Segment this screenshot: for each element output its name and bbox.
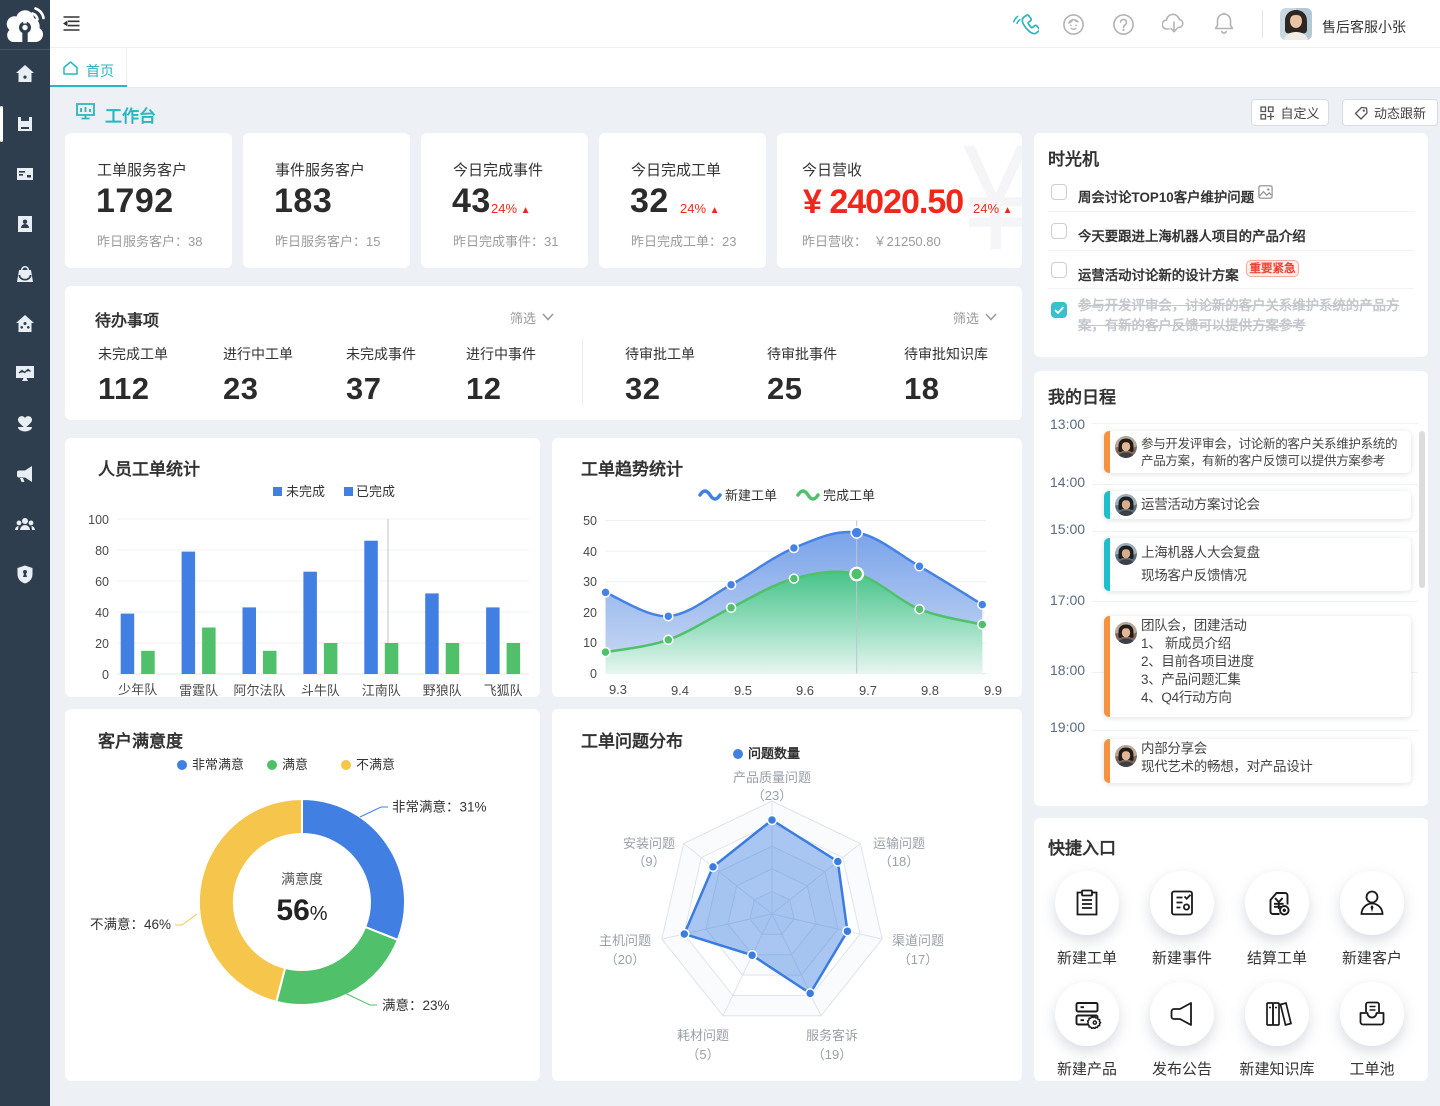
svg-text:问题数量: 问题数量	[748, 746, 800, 761]
svg-text:非常满意：31%: 非常满意：31%	[392, 799, 487, 815]
svg-text:（20）: （20）	[605, 952, 645, 967]
svg-text:满意: 满意	[282, 757, 308, 772]
svg-text:非常满意: 非常满意	[192, 757, 244, 772]
svg-text:（23）: （23）	[752, 788, 792, 803]
svg-text:未完成: 未完成	[286, 484, 325, 499]
svg-text:阿尔法队: 阿尔法队	[233, 683, 285, 697]
svg-text:40: 40	[583, 545, 597, 559]
svg-text:20: 20	[95, 637, 109, 651]
svg-text:满意度: 满意度	[281, 871, 323, 887]
svg-text:江南队: 江南队	[362, 683, 401, 697]
svg-text:80: 80	[95, 544, 109, 558]
svg-text:少年队: 少年队	[118, 682, 157, 697]
svg-text:10: 10	[583, 636, 597, 650]
svg-text:斗牛队: 斗牛队	[301, 683, 340, 697]
svg-text:100: 100	[88, 513, 109, 527]
svg-text:56%: 56%	[276, 894, 327, 927]
svg-text:不满意：46%: 不满意：46%	[90, 916, 171, 932]
svg-text:主机问题: 主机问题	[599, 933, 651, 948]
svg-text:飞狐队: 飞狐队	[484, 683, 523, 697]
svg-text:产品质量问题: 产品质量问题	[733, 770, 811, 785]
svg-text:运输问题: 运输问题	[873, 836, 925, 851]
svg-text:野狼队: 野狼队	[423, 683, 462, 697]
svg-text:9.7: 9.7	[859, 683, 877, 697]
svg-text:渠道问题: 渠道问题	[892, 933, 944, 948]
svg-text:（9）: （9）	[632, 854, 665, 869]
svg-text:安装问题: 安装问题	[623, 836, 675, 851]
svg-text:40: 40	[95, 606, 109, 620]
svg-text:0: 0	[102, 668, 109, 682]
svg-text:9.6: 9.6	[796, 683, 814, 697]
svg-text:50: 50	[583, 514, 597, 528]
svg-text:9.9: 9.9	[984, 683, 1002, 697]
svg-text:30: 30	[583, 575, 597, 589]
svg-text:已完成: 已完成	[356, 484, 395, 499]
svg-text:（17）: （17）	[898, 952, 938, 967]
svg-text:9.4: 9.4	[671, 683, 689, 697]
svg-text:完成工单: 完成工单	[823, 488, 875, 503]
svg-text:（18）: （18）	[879, 854, 919, 869]
svg-text:服务客诉: 服务客诉	[806, 1028, 858, 1043]
svg-text:耗材问题: 耗材问题	[677, 1028, 729, 1043]
svg-text:满意：23%: 满意：23%	[382, 997, 450, 1013]
svg-text:0: 0	[590, 667, 597, 681]
svg-text:不满意: 不满意	[356, 757, 395, 772]
svg-text:9.5: 9.5	[734, 683, 752, 697]
svg-text:9.3: 9.3	[609, 682, 627, 697]
svg-text:雷霆队: 雷霆队	[179, 683, 218, 697]
svg-text:（5）: （5）	[686, 1047, 719, 1062]
svg-text:9.8: 9.8	[921, 683, 939, 697]
svg-text:新建工单: 新建工单	[725, 488, 777, 503]
svg-text:20: 20	[583, 606, 597, 620]
svg-text:（19）: （19）	[812, 1047, 852, 1062]
svg-text:60: 60	[95, 575, 109, 589]
